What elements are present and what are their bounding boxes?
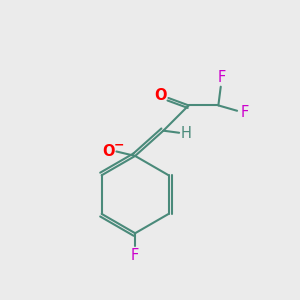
Text: O: O	[154, 88, 167, 103]
Text: H: H	[180, 126, 191, 141]
Text: F: F	[241, 105, 249, 120]
Text: O: O	[102, 144, 115, 159]
Text: F: F	[217, 70, 226, 85]
Text: −: −	[113, 138, 124, 152]
Text: F: F	[131, 248, 139, 263]
